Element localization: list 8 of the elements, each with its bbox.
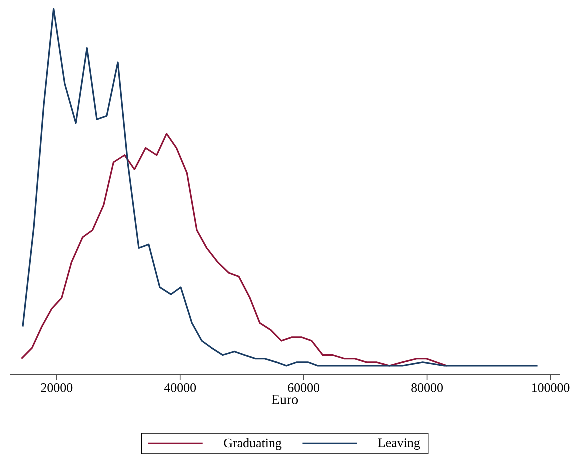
legend-label: Graduating [224, 438, 282, 450]
x-tick-label: 60000 [288, 384, 320, 392]
legend-label: Leaving [378, 438, 420, 450]
x-tick-label: 80000 [412, 384, 443, 392]
x-axis-title: Euro [272, 395, 298, 404]
x-tick-label: 20000 [41, 384, 73, 392]
x-tick-label: 40000 [164, 384, 196, 392]
x-tick-label: 100000 [532, 384, 570, 392]
